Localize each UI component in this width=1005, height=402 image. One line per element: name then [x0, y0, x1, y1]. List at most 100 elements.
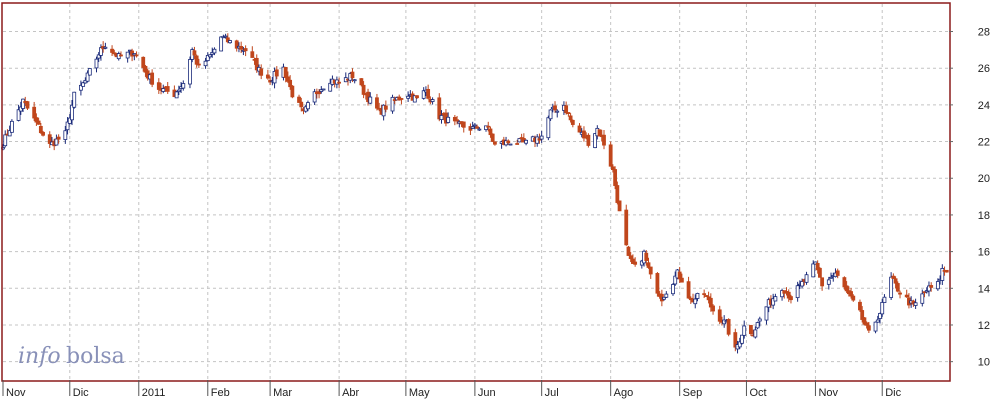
candle-down: [119, 54, 123, 57]
candle-up: [219, 36, 224, 52]
candle-up: [132, 53, 137, 56]
candle-up: [875, 319, 880, 323]
candle-down: [286, 76, 290, 82]
y-tick-label: 16: [978, 247, 990, 259]
candle-up: [328, 82, 333, 92]
candle-up: [125, 51, 130, 59]
y-tick-label: 10: [978, 357, 990, 369]
candle-up: [477, 128, 482, 131]
candle-down: [786, 291, 791, 299]
candle-up: [16, 109, 21, 121]
candle-up: [205, 55, 210, 61]
y-tick-label: 22: [978, 137, 990, 149]
watermark-logo: info bolsa: [18, 344, 125, 369]
candle-down: [150, 72, 155, 85]
candle-up: [517, 138, 522, 143]
candle-up: [880, 301, 885, 315]
candle-up: [764, 306, 769, 321]
y-tick-label: 20: [978, 173, 990, 185]
candle-down: [891, 275, 896, 279]
candle-down: [361, 84, 366, 95]
candle-down: [274, 69, 279, 77]
candlestick-series: [1, 33, 949, 354]
candle-down: [36, 120, 41, 125]
candle-down: [944, 269, 949, 273]
candle-up: [321, 88, 326, 91]
candle-up: [771, 298, 776, 306]
candle-up: [548, 109, 553, 120]
candle-up: [546, 117, 551, 139]
candle-down: [817, 267, 822, 278]
candle-up: [319, 89, 324, 92]
candle-up: [96, 54, 101, 59]
candle-up: [935, 281, 940, 290]
candle-up: [662, 296, 666, 300]
candle-up: [693, 298, 698, 305]
candle-down: [789, 296, 793, 301]
candle-up: [161, 88, 166, 92]
candle-up: [94, 58, 99, 69]
candle-up: [54, 138, 59, 146]
candle-up: [79, 84, 83, 91]
candle-up: [470, 126, 475, 129]
y-tick-label: 12: [978, 320, 990, 332]
y-tick-label: 18: [978, 210, 990, 222]
candle-up: [21, 98, 25, 109]
y-tick-label: 14: [978, 283, 990, 295]
candle-up: [103, 46, 108, 49]
candle-up: [188, 59, 192, 85]
candle-down: [34, 117, 39, 123]
x-tick-label: 2011: [142, 387, 166, 399]
candle-down: [844, 285, 849, 292]
candle-up: [826, 279, 831, 285]
candle-down: [265, 74, 270, 79]
x-tick-label: Ago: [614, 387, 634, 399]
candle-down: [864, 322, 869, 326]
candle-up: [878, 313, 882, 319]
candle-down: [110, 48, 114, 53]
candle-down: [32, 106, 37, 119]
candle-down: [38, 125, 43, 134]
candle-down: [455, 119, 459, 122]
candle-down: [704, 295, 709, 297]
candle-down: [297, 96, 301, 103]
candle-down: [726, 319, 731, 335]
candle-up: [671, 284, 675, 295]
candle-down: [733, 332, 738, 348]
candle-down: [165, 86, 170, 92]
candle-down: [631, 258, 635, 264]
candle-down: [677, 271, 682, 280]
candle-up: [381, 104, 386, 117]
candle-down: [858, 301, 862, 311]
candle-down: [375, 97, 379, 109]
candle-down: [615, 185, 620, 203]
candle-down: [628, 255, 633, 260]
candle-up: [421, 90, 426, 99]
candle-down: [570, 119, 575, 125]
x-tick-label: Jun: [478, 387, 496, 399]
candle-up: [67, 117, 72, 124]
candle-up: [753, 329, 758, 338]
candle-up: [940, 268, 945, 281]
candle-up: [72, 91, 77, 108]
candle-down: [234, 40, 239, 49]
candle-down: [851, 295, 856, 301]
candle-down: [866, 325, 871, 331]
candle-up: [65, 121, 70, 131]
y-tick-label: 28: [978, 27, 990, 39]
candle-down: [134, 54, 139, 57]
candle-down: [711, 305, 715, 312]
candle-down: [862, 317, 867, 325]
candle-down: [426, 88, 431, 99]
candle-up: [390, 96, 395, 112]
candle-down: [383, 105, 388, 110]
candle-down: [748, 324, 753, 335]
y-axis: 10 12 14 16 18 20 22 24 26 28: [949, 27, 990, 369]
candle-up: [740, 334, 744, 344]
x-tick-label: May: [409, 387, 430, 399]
candle-down: [488, 128, 493, 136]
candle-up: [829, 276, 833, 279]
candle-down: [486, 125, 491, 128]
